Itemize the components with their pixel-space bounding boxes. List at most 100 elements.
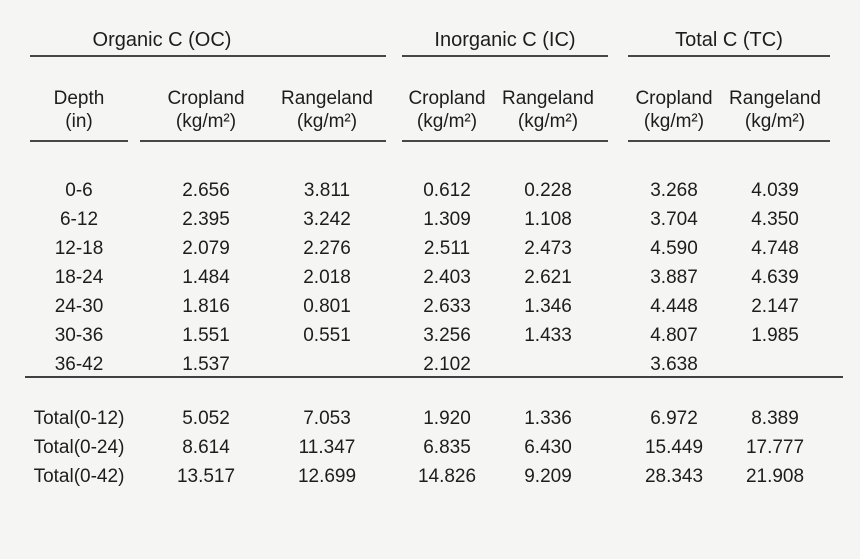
- column-header-depth-line1: Depth: [53, 88, 105, 109]
- value-cell: 8.614: [182, 437, 230, 458]
- value-cell: 3.268: [650, 180, 698, 201]
- depth-cell: 24-30: [54, 296, 104, 317]
- value-cell: 2.276: [303, 238, 351, 259]
- value-cell: 11.347: [298, 437, 356, 458]
- table-row: 0-6 2.656 3.811 0.612 0.228 3.268 4.039: [0, 176, 860, 205]
- totals-separator-rule: [25, 376, 843, 378]
- column-header-unit: (kg/m²): [643, 111, 705, 132]
- value-cell: 2.079: [182, 238, 230, 259]
- value-cell: 1.346: [524, 296, 572, 317]
- value-cell: 2.511: [423, 238, 471, 259]
- value-cell: 3.256: [423, 325, 471, 346]
- value-cell: 8.389: [751, 408, 799, 429]
- depth-cell: Total(0-42): [33, 466, 125, 487]
- value-cell: 4.350: [751, 209, 799, 230]
- depth-cell: Total(0-24): [33, 437, 125, 458]
- table-row: 36-42 1.537 2.102 3.638: [0, 350, 860, 379]
- section-header-organic-c: Organic C (OC): [30, 29, 386, 57]
- value-cell: 6.430: [524, 437, 572, 458]
- section-header-inorganic-c: Inorganic C (IC): [402, 29, 608, 57]
- value-cell: 2.656: [182, 180, 230, 201]
- depth-cell: Total(0-12): [33, 408, 125, 429]
- ic-header-rule: [402, 140, 608, 142]
- value-cell: 0.801: [303, 296, 351, 317]
- value-cell: 0.612: [423, 180, 471, 201]
- column-header-unit: (kg/m²): [517, 111, 579, 132]
- section-header-total-c-label: Total C (TC): [675, 29, 783, 51]
- column-header-unit: (kg/m²): [744, 111, 806, 132]
- depth-rows: 0-6 2.656 3.811 0.612 0.228 3.268 4.039 6-12 2.3…: [0, 176, 860, 379]
- value-cell: 21.908: [745, 466, 805, 487]
- column-header-label: Rangeland: [502, 88, 594, 109]
- tc-header-rule: [628, 140, 830, 142]
- section-header-total-c: Total C (TC): [628, 29, 830, 57]
- total-row: Total(0-12) 5.052 7.053 1.920 1.336 6.972 8.38…: [0, 404, 860, 433]
- value-cell: 1.108: [524, 209, 572, 230]
- value-cell: 15.449: [644, 437, 704, 458]
- value-cell: 6.835: [423, 437, 471, 458]
- depth-header-rule: [30, 140, 128, 142]
- depth-cell: 6-12: [59, 209, 99, 230]
- column-header-oc-cropland: Cropland (kg/m²): [146, 87, 266, 133]
- value-cell: 2.473: [524, 238, 572, 259]
- value-cell: 14.826: [417, 466, 477, 487]
- value-cell: 2.147: [751, 296, 799, 317]
- value-cell: 1.336: [524, 408, 572, 429]
- value-cell: 2.621: [524, 267, 572, 288]
- table-row: 6-12 2.395 3.242 1.309 1.108 3.704 4.350: [0, 205, 860, 234]
- value-cell: 3.638: [650, 354, 698, 375]
- table-row: 12-18 2.079 2.276 2.511 2.473 4.590 4.748: [0, 234, 860, 263]
- value-cell: 4.590: [650, 238, 698, 259]
- table-row: 24-30 1.816 0.801 2.633 1.346 4.448 2.147: [0, 292, 860, 321]
- value-cell: 6.972: [650, 408, 698, 429]
- column-header-label: Cropland: [408, 88, 486, 109]
- column-header-ic-cropland: Cropland (kg/m²): [389, 87, 505, 133]
- value-cell: 0.551: [303, 325, 351, 346]
- value-cell: 4.748: [751, 238, 799, 259]
- value-cell: 4.807: [650, 325, 698, 346]
- section-header-inorganic-c-label: Inorganic C (IC): [434, 29, 576, 51]
- value-cell: 5.052: [182, 408, 230, 429]
- table-row: 18-24 1.484 2.018 2.403 2.621 3.887 4.639: [0, 263, 860, 292]
- value-cell: 3.887: [650, 267, 698, 288]
- value-cell: 2.018: [303, 267, 351, 288]
- value-cell: 2.395: [182, 209, 230, 230]
- value-cell: 0.228: [524, 180, 572, 201]
- column-header-depth-line2: (in): [65, 111, 93, 132]
- depth-cell: 12-18: [54, 238, 104, 259]
- value-cell: 2.102: [423, 354, 471, 375]
- value-cell: 3.242: [303, 209, 351, 230]
- column-header-depth: Depth (in): [18, 87, 140, 133]
- value-cell: 28.343: [644, 466, 704, 487]
- value-cell: 3.811: [303, 180, 351, 201]
- value-cell: 2.633: [423, 296, 471, 317]
- depth-cell: 0-6: [65, 180, 93, 201]
- value-cell: 1.816: [182, 296, 230, 317]
- column-header-unit: (kg/m²): [416, 111, 478, 132]
- column-header-label: Cropland: [635, 88, 713, 109]
- value-cell: 7.053: [303, 408, 351, 429]
- total-row: Total(0-24) 8.614 11.347 6.835 6.430 15.449 17…: [0, 433, 860, 462]
- column-header-label: Cropland: [167, 88, 245, 109]
- value-cell: 1.551: [182, 325, 230, 346]
- value-cell: 13.517: [176, 466, 236, 487]
- value-cell: 1.920: [423, 408, 471, 429]
- value-cell: 1.484: [182, 267, 230, 288]
- total-rows: Total(0-12) 5.052 7.053 1.920 1.336 6.972 8.38…: [0, 404, 860, 491]
- value-cell: 3.704: [650, 209, 698, 230]
- value-cell: 17.777: [745, 437, 805, 458]
- value-cell: 12.699: [297, 466, 357, 487]
- value-cell: 1.433: [524, 325, 572, 346]
- depth-cell: 18-24: [54, 267, 104, 288]
- column-header-tc-rangeland: Rangeland (kg/m²): [717, 87, 833, 133]
- column-header-label: Rangeland: [729, 88, 821, 109]
- column-header-unit: (kg/m²): [175, 111, 237, 132]
- depth-cell: 30-36: [54, 325, 104, 346]
- value-cell: 2.403: [423, 267, 471, 288]
- column-header-label: Rangeland: [281, 88, 373, 109]
- value-cell: 4.639: [751, 267, 799, 288]
- column-header-oc-rangeland: Rangeland (kg/m²): [267, 87, 387, 133]
- value-cell: 9.209: [524, 466, 572, 487]
- column-header-unit: (kg/m²): [296, 111, 358, 132]
